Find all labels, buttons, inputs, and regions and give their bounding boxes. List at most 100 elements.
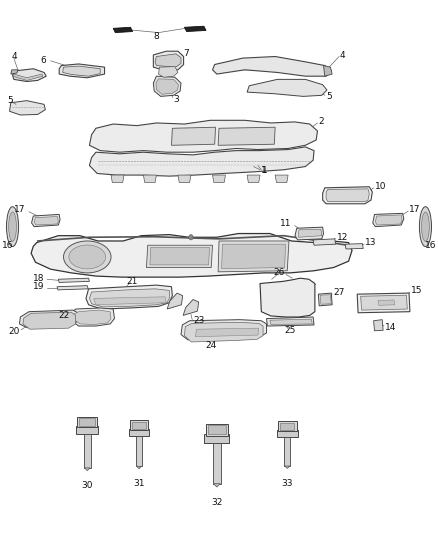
Polygon shape — [85, 468, 90, 471]
Polygon shape — [70, 308, 114, 326]
Polygon shape — [212, 443, 221, 483]
Polygon shape — [58, 278, 89, 282]
Text: 4: 4 — [12, 52, 18, 61]
Polygon shape — [195, 328, 259, 337]
Polygon shape — [326, 189, 369, 201]
Polygon shape — [247, 79, 327, 96]
Polygon shape — [212, 56, 331, 76]
Text: 33: 33 — [282, 479, 293, 488]
Ellipse shape — [69, 245, 106, 269]
Polygon shape — [178, 175, 191, 182]
Polygon shape — [320, 295, 331, 304]
Ellipse shape — [421, 212, 429, 241]
Ellipse shape — [420, 207, 431, 247]
Polygon shape — [59, 64, 105, 78]
Text: 15: 15 — [411, 286, 423, 295]
Text: 30: 30 — [81, 481, 93, 490]
Polygon shape — [378, 300, 395, 305]
Text: 8: 8 — [153, 33, 159, 42]
Text: 17: 17 — [14, 205, 25, 214]
Polygon shape — [155, 54, 181, 67]
Polygon shape — [86, 285, 173, 309]
Polygon shape — [150, 247, 209, 265]
Polygon shape — [143, 175, 156, 182]
Text: 5: 5 — [7, 96, 13, 105]
Polygon shape — [218, 241, 289, 272]
Text: 1: 1 — [262, 166, 268, 175]
Text: 31: 31 — [133, 480, 145, 488]
Polygon shape — [275, 175, 288, 182]
Ellipse shape — [9, 212, 17, 241]
Polygon shape — [172, 127, 215, 146]
Ellipse shape — [7, 207, 18, 247]
Text: 23: 23 — [193, 316, 205, 325]
Polygon shape — [183, 300, 199, 316]
Polygon shape — [132, 422, 146, 429]
Polygon shape — [153, 76, 181, 96]
Polygon shape — [111, 175, 124, 182]
Polygon shape — [11, 70, 18, 74]
Polygon shape — [373, 213, 404, 227]
Polygon shape — [295, 227, 324, 240]
Text: 26: 26 — [273, 269, 284, 277]
Polygon shape — [222, 244, 286, 269]
Text: 22: 22 — [59, 311, 70, 320]
Polygon shape — [146, 245, 212, 268]
Polygon shape — [205, 424, 228, 435]
Polygon shape — [318, 293, 332, 306]
Polygon shape — [266, 317, 314, 326]
Polygon shape — [184, 26, 206, 31]
Polygon shape — [278, 422, 297, 431]
Polygon shape — [130, 421, 148, 430]
Text: 14: 14 — [385, 323, 397, 332]
Polygon shape — [218, 127, 275, 146]
Polygon shape — [129, 429, 149, 435]
Polygon shape — [63, 66, 100, 76]
Text: 16: 16 — [425, 241, 436, 250]
Text: 3: 3 — [173, 94, 180, 103]
Text: 12: 12 — [336, 233, 348, 242]
Polygon shape — [94, 297, 166, 305]
Polygon shape — [260, 278, 315, 317]
Polygon shape — [156, 79, 178, 94]
Polygon shape — [57, 286, 88, 290]
Text: 4: 4 — [340, 52, 346, 60]
Polygon shape — [284, 437, 290, 466]
Text: 5: 5 — [326, 92, 332, 101]
Text: 27: 27 — [333, 287, 345, 296]
Text: 19: 19 — [32, 282, 44, 291]
Polygon shape — [31, 233, 352, 277]
Polygon shape — [32, 214, 60, 227]
Polygon shape — [313, 239, 336, 245]
Polygon shape — [137, 466, 141, 469]
Polygon shape — [375, 215, 402, 225]
Polygon shape — [13, 69, 46, 82]
Polygon shape — [89, 147, 314, 176]
Ellipse shape — [189, 235, 193, 240]
Polygon shape — [84, 434, 91, 468]
Text: 20: 20 — [8, 327, 19, 336]
Text: 10: 10 — [374, 182, 386, 191]
Text: 21: 21 — [126, 277, 138, 286]
Polygon shape — [213, 483, 220, 487]
Polygon shape — [298, 229, 322, 237]
Polygon shape — [167, 293, 183, 309]
Polygon shape — [324, 66, 332, 76]
Polygon shape — [89, 289, 170, 307]
Polygon shape — [89, 120, 318, 152]
Text: 16: 16 — [2, 241, 13, 250]
Polygon shape — [23, 312, 76, 329]
Polygon shape — [323, 187, 372, 204]
Text: 32: 32 — [211, 498, 223, 507]
Text: 13: 13 — [365, 238, 377, 247]
Polygon shape — [184, 322, 263, 342]
Polygon shape — [345, 244, 363, 249]
Polygon shape — [159, 67, 178, 77]
Polygon shape — [74, 310, 111, 325]
Polygon shape — [153, 51, 184, 71]
Text: 24: 24 — [205, 341, 217, 350]
Polygon shape — [212, 175, 226, 182]
Polygon shape — [374, 320, 383, 331]
Polygon shape — [277, 430, 297, 437]
Polygon shape — [10, 101, 46, 115]
